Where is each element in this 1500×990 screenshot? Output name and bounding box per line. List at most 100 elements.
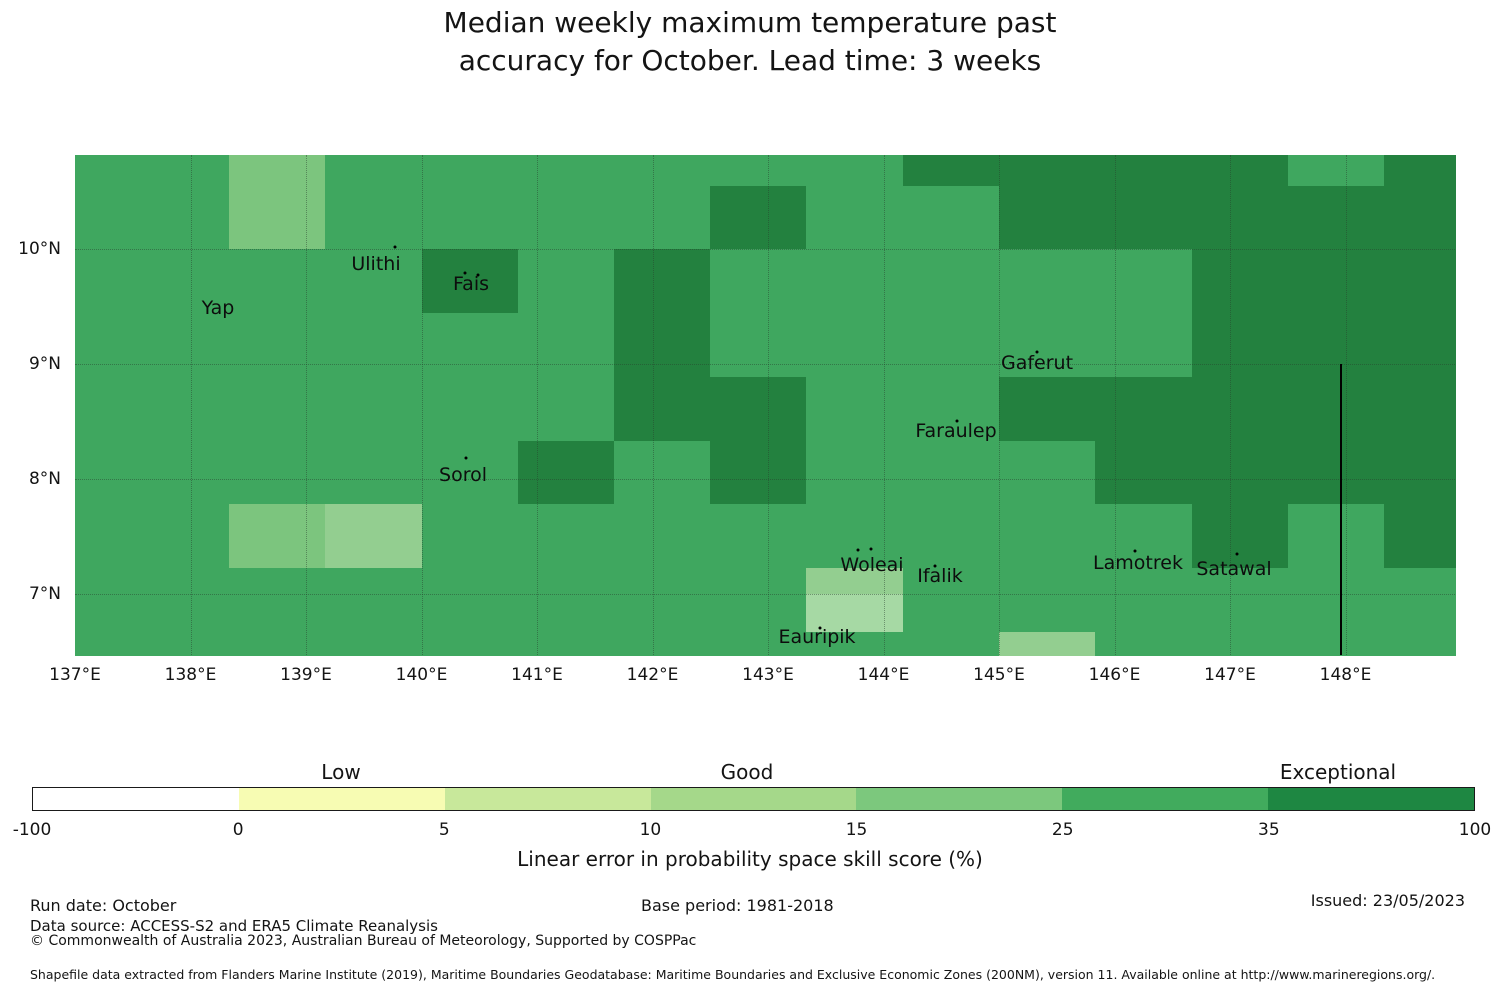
island-label: Faraulep [915, 420, 997, 442]
grid-cell [902, 504, 1000, 569]
grid-cell [1383, 185, 1456, 251]
grid-cell [325, 249, 423, 314]
eez-boundary-line [1339, 364, 1342, 656]
grid-cell [1191, 504, 1289, 569]
colorbar-tick-label: 5 [438, 820, 450, 840]
graticule-parallel [75, 593, 1455, 595]
grid-cell [517, 185, 615, 251]
graticule-parallel [75, 249, 1455, 251]
atoll-marker-dot [818, 626, 822, 630]
grid-cell [806, 440, 904, 505]
graticule-meridian [768, 155, 769, 656]
grid-cell [614, 249, 711, 314]
grid-cell [228, 185, 326, 251]
grid-cell [999, 249, 1096, 314]
grid-cell [1191, 568, 1289, 633]
atoll-marker-dot [1235, 552, 1239, 556]
grid-cell [1191, 313, 1289, 378]
grid-cell [421, 440, 519, 505]
grid-cell [710, 631, 808, 656]
y-axis-tick-label: 9°N [28, 354, 61, 375]
grid-cell [1095, 155, 1193, 187]
grid-cell [806, 376, 904, 442]
grid-cell-overlay [806, 593, 903, 632]
grid-cell [517, 376, 615, 442]
grid-cell [1287, 568, 1385, 633]
grid-cell [75, 631, 134, 656]
grid-cell [1383, 504, 1456, 569]
grid-cell [325, 313, 423, 378]
grid-cell [517, 313, 615, 378]
x-axis-tick-label: 138°E [164, 665, 217, 686]
grid-cell [132, 440, 230, 505]
grid-cell [614, 313, 711, 378]
grid-cell [517, 440, 615, 505]
x-axis-tick-label: 145°E [973, 665, 1025, 686]
grid-cell [1383, 376, 1456, 442]
island-label: Fais [452, 273, 490, 295]
grid-cell [806, 249, 904, 314]
grid-cell [710, 440, 808, 505]
chart-title: Median weekly maximum temperature past a… [0, 4, 1500, 80]
island-label: Ulithi [351, 253, 401, 275]
grid-cell [1191, 376, 1289, 442]
atoll-marker-dot [476, 273, 480, 277]
colorbar-tick-label: 35 [1258, 820, 1280, 840]
grid-cell [421, 185, 519, 251]
colorbar-tick-label: 25 [1051, 820, 1074, 840]
grid-cell [325, 568, 423, 633]
grid-cell [1287, 376, 1385, 442]
base-period-text: Base period: 1981-2018 [641, 896, 834, 915]
grid-cell [1287, 313, 1385, 378]
grid-cell [1191, 249, 1289, 314]
grid-cell [421, 155, 519, 187]
grid-cell [75, 313, 134, 378]
colorbar-segment [650, 788, 857, 810]
atoll-marker-dot [1035, 350, 1039, 354]
grid-cell [228, 155, 326, 187]
graticule-meridian [306, 155, 307, 656]
grid-cell [132, 155, 230, 187]
grid-cell [710, 376, 808, 442]
x-axis-tick-label: 146°E [1088, 665, 1141, 686]
grid-cell [1095, 313, 1193, 378]
grid-cell [1191, 440, 1289, 505]
grid-cell [132, 249, 230, 314]
graticule-meridian [1114, 155, 1116, 656]
island-label: Sorol [439, 464, 487, 486]
grid-cell [902, 249, 1000, 314]
atoll-marker-dot [393, 245, 397, 249]
grid-cell [710, 155, 808, 187]
grid-cell [75, 155, 134, 187]
shapefile-attribution-text: Shapefile data extracted from Flanders M… [30, 967, 1436, 982]
grid-cell [1095, 376, 1193, 442]
grid-cell [902, 376, 1000, 442]
grid-cell [325, 440, 423, 505]
grid-cell [517, 249, 615, 314]
island-label: Eauripik [778, 626, 856, 648]
atoll-marker-dot [955, 419, 959, 423]
graticule-meridian [537, 155, 538, 656]
grid-cell [1383, 568, 1456, 633]
grid-cell [75, 376, 134, 442]
island-label: Yap [201, 297, 235, 319]
x-axis-tick-label: 140°E [395, 665, 448, 686]
grid-cell [517, 568, 615, 633]
grid-cell [325, 631, 423, 656]
grid-cell [132, 504, 230, 569]
atoll-marker-dot [933, 564, 937, 568]
atoll-marker-dot [463, 271, 467, 275]
grid-cell [1383, 631, 1456, 656]
grid-cell [902, 631, 1000, 656]
island-label: Ifalik [917, 565, 963, 587]
colorbar-tick-label: 100 [1458, 820, 1492, 840]
graticule-meridian [421, 155, 423, 656]
x-axis-tick-label: 144°E [857, 665, 910, 686]
grid-cell [421, 504, 519, 569]
x-axis-tick-label: 137°E [49, 665, 101, 686]
colorbar-class-label: Good [720, 760, 774, 784]
grid-cell [710, 313, 808, 378]
grid-cell [1287, 155, 1385, 187]
